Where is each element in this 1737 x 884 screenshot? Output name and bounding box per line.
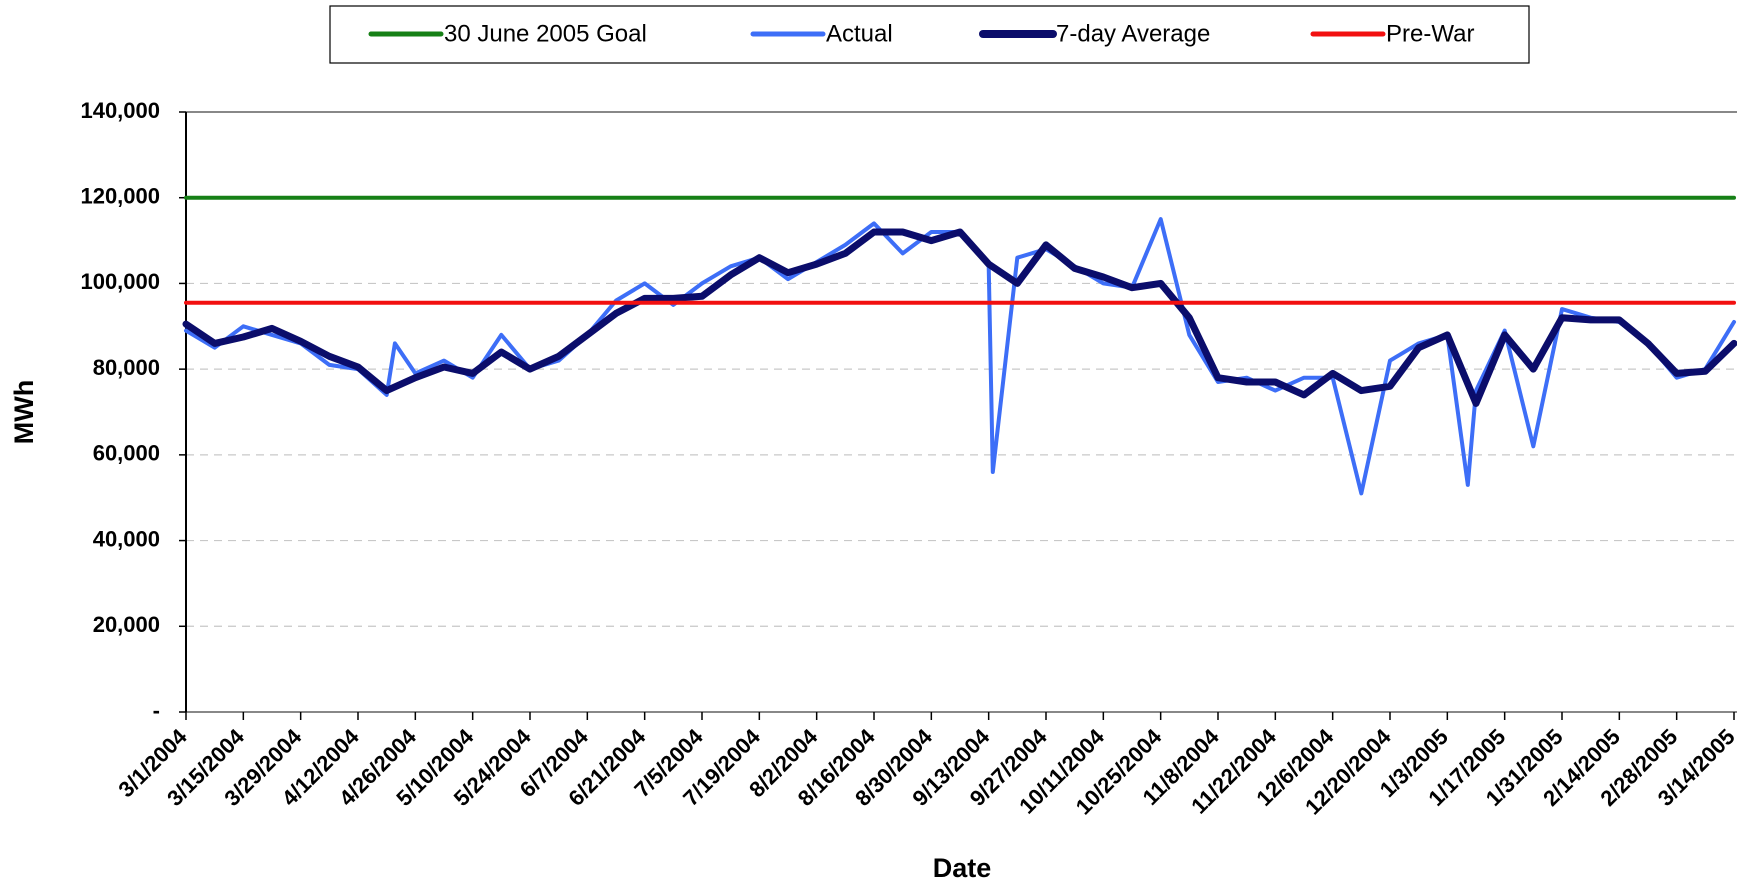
- series-line: [182, 228, 1737, 407]
- legend-label: Actual: [826, 20, 893, 47]
- y-tick-label: 120,000: [80, 184, 160, 209]
- legend-label: Pre-War: [1386, 20, 1474, 47]
- legend-label: 30 June 2005 Goal: [444, 20, 647, 47]
- y-tick-label: 80,000: [93, 355, 160, 380]
- y-tick-label: 100,000: [80, 269, 160, 294]
- y-tick-label: 20,000: [93, 612, 160, 637]
- y-tick-label: 60,000: [93, 441, 160, 466]
- x-axis-title: Date: [933, 853, 992, 883]
- y-tick-label: 40,000: [93, 526, 160, 551]
- y-tick-label: 140,000: [80, 98, 160, 123]
- y-tick-label: -: [153, 698, 160, 723]
- legend-label: 7-day Average: [1056, 20, 1210, 47]
- series-line: [184, 217, 1736, 496]
- y-axis-title: MWh: [9, 380, 39, 444]
